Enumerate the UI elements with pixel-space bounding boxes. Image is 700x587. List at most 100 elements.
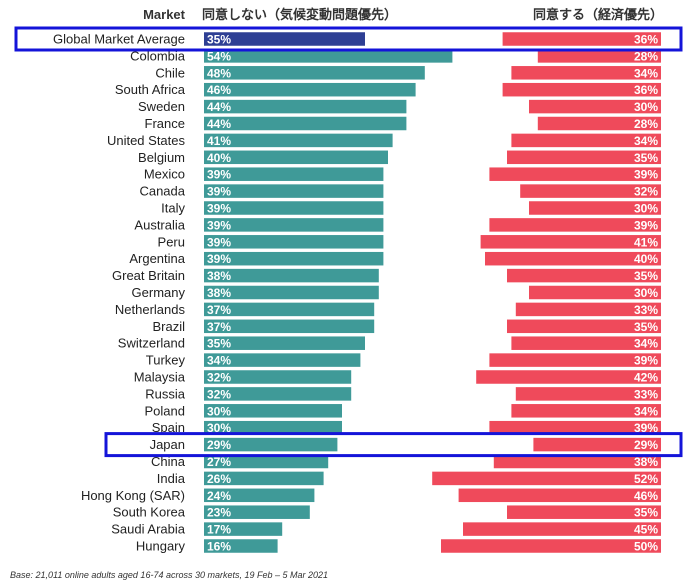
agree-bar-australia: [489, 218, 661, 232]
disagree-value-south-korea: 23%: [207, 506, 231, 520]
disagree-bar-chile: [204, 66, 425, 80]
agree-bar-colombia: [537, 49, 661, 63]
disagree-value-switzerland: 35%: [207, 337, 231, 351]
disagree-bar-malaysia: [204, 370, 352, 384]
disagree-bar-india: [204, 471, 324, 486]
agree-value-china: 38%: [634, 455, 658, 469]
disagree-value-united-states: 41%: [207, 134, 231, 148]
market-label-colombia: Colombia: [130, 48, 186, 63]
agree-bar-belgium: [507, 150, 661, 165]
market-label-global-market-average: Global Market Average: [53, 32, 185, 47]
disagree-bar-global-market-average: [204, 32, 365, 46]
disagree-value-italy: 39%: [207, 202, 231, 216]
agree-bar-global-market-average: [502, 32, 661, 46]
disagree-bar-canada: [204, 184, 384, 198]
agree-value-netherlands: 33%: [634, 303, 658, 317]
agree-bar-argentina: [485, 251, 661, 266]
agree-bar-india: [432, 471, 661, 486]
agree-value-global-market-average: 36%: [634, 33, 658, 47]
disagree-bar-hungary: [204, 539, 278, 553]
agree-bar-south-korea: [507, 505, 661, 519]
disagree-bar-belgium: [204, 150, 388, 165]
agree-bar-france: [537, 116, 661, 131]
agree-bar-hong-kong-sar: [458, 488, 661, 503]
market-label-belgium: Belgium: [138, 150, 185, 165]
market-label-hungary: Hungary: [136, 539, 186, 554]
agree-bar-spain: [489, 420, 661, 435]
agree-value-italy: 30%: [634, 202, 658, 216]
disagree-bar-united-states: [204, 133, 393, 148]
agree-value-hong-kong-sar: 46%: [634, 489, 658, 503]
agree-column-header: 同意する（経済優先）: [533, 7, 663, 22]
agree-bar-canada: [520, 184, 661, 198]
disagree-bar-switzerland: [204, 336, 365, 350]
market-label-peru: Peru: [158, 234, 185, 249]
agree-bar-germany: [529, 285, 661, 300]
market-label-netherlands: Netherlands: [115, 302, 186, 317]
market-label-france: France: [145, 116, 185, 131]
agree-value-south-korea: 35%: [634, 506, 658, 520]
agree-bar-turkey: [489, 353, 661, 367]
market-label-saudi-arabia: Saudi Arabia: [111, 522, 185, 537]
disagree-bar-china: [204, 454, 329, 469]
agree-bar-hungary: [441, 539, 661, 553]
market-label-mexico: Mexico: [144, 167, 185, 182]
agree-value-spain: 39%: [634, 421, 658, 435]
agree-value-argentina: 40%: [634, 252, 658, 266]
agree-value-brazil: 35%: [634, 320, 658, 334]
disagree-value-saudi-arabia: 17%: [207, 523, 231, 537]
market-label-india: India: [157, 471, 186, 486]
agree-bar-china: [493, 454, 661, 469]
market-label-south-africa: South Africa: [115, 82, 186, 97]
agree-bar-italy: [529, 201, 661, 215]
agree-bar-sweden: [529, 99, 661, 114]
disagree-column-header: 同意しない（気候変動問題優先）: [202, 7, 397, 22]
disagree-value-germany: 38%: [207, 286, 231, 300]
agree-bar-mexico: [489, 167, 661, 181]
agree-bar-great-britain: [507, 268, 661, 283]
agree-value-south-africa: 36%: [634, 83, 658, 97]
disagree-value-malaysia: 32%: [207, 371, 231, 385]
agree-bar-saudi-arabia: [463, 522, 661, 536]
market-label-chile: Chile: [155, 65, 185, 80]
agree-value-poland: 34%: [634, 404, 658, 418]
market-label-argentina: Argentina: [129, 251, 185, 266]
disagree-bar-turkey: [204, 353, 361, 367]
agree-bar-switzerland: [511, 336, 661, 350]
market-label-japan: Japan: [150, 437, 185, 452]
disagree-bar-colombia: [204, 49, 453, 63]
market-label-south-korea: South Korea: [113, 505, 186, 520]
highlight-box-japan: [104, 432, 683, 458]
disagree-bar-russia: [204, 387, 352, 401]
agree-value-malaysia: 42%: [634, 371, 658, 385]
agree-value-turkey: 39%: [634, 354, 658, 368]
agree-bar-brazil: [507, 319, 661, 334]
agree-value-peru: 41%: [634, 235, 658, 249]
disagree-value-argentina: 39%: [207, 252, 231, 266]
disagree-value-sweden: 44%: [207, 100, 231, 114]
disagree-value-spain: 30%: [207, 421, 231, 435]
disagree-bar-south-africa: [204, 82, 416, 97]
market-column-header: Market: [143, 7, 186, 22]
agree-value-canada: 32%: [634, 185, 658, 199]
agree-value-germany: 30%: [634, 286, 658, 300]
market-label-australia: Australia: [134, 217, 185, 232]
market-label-canada: Canada: [139, 184, 185, 199]
agree-value-great-britain: 35%: [634, 269, 658, 283]
disagree-bar-spain: [204, 420, 342, 435]
disagree-bar-brazil: [204, 319, 375, 334]
disagree-bar-france: [204, 116, 407, 131]
disagree-value-japan: 29%: [207, 438, 231, 452]
market-label-turkey: Turkey: [146, 353, 186, 368]
disagree-value-global-market-average: 35%: [207, 33, 231, 47]
market-label-malaysia: Malaysia: [134, 370, 186, 385]
disagree-value-hong-kong-sar: 24%: [207, 489, 231, 503]
agree-bar-poland: [511, 404, 661, 418]
market-label-great-britain: Great Britain: [112, 268, 185, 283]
disagree-bar-peru: [204, 235, 384, 249]
disagree-value-great-britain: 38%: [207, 269, 231, 283]
agree-value-sweden: 30%: [634, 100, 658, 114]
disagree-value-colombia: 54%: [207, 49, 231, 63]
agree-value-united-states: 34%: [634, 134, 658, 148]
market-label-italy: Italy: [161, 201, 185, 216]
